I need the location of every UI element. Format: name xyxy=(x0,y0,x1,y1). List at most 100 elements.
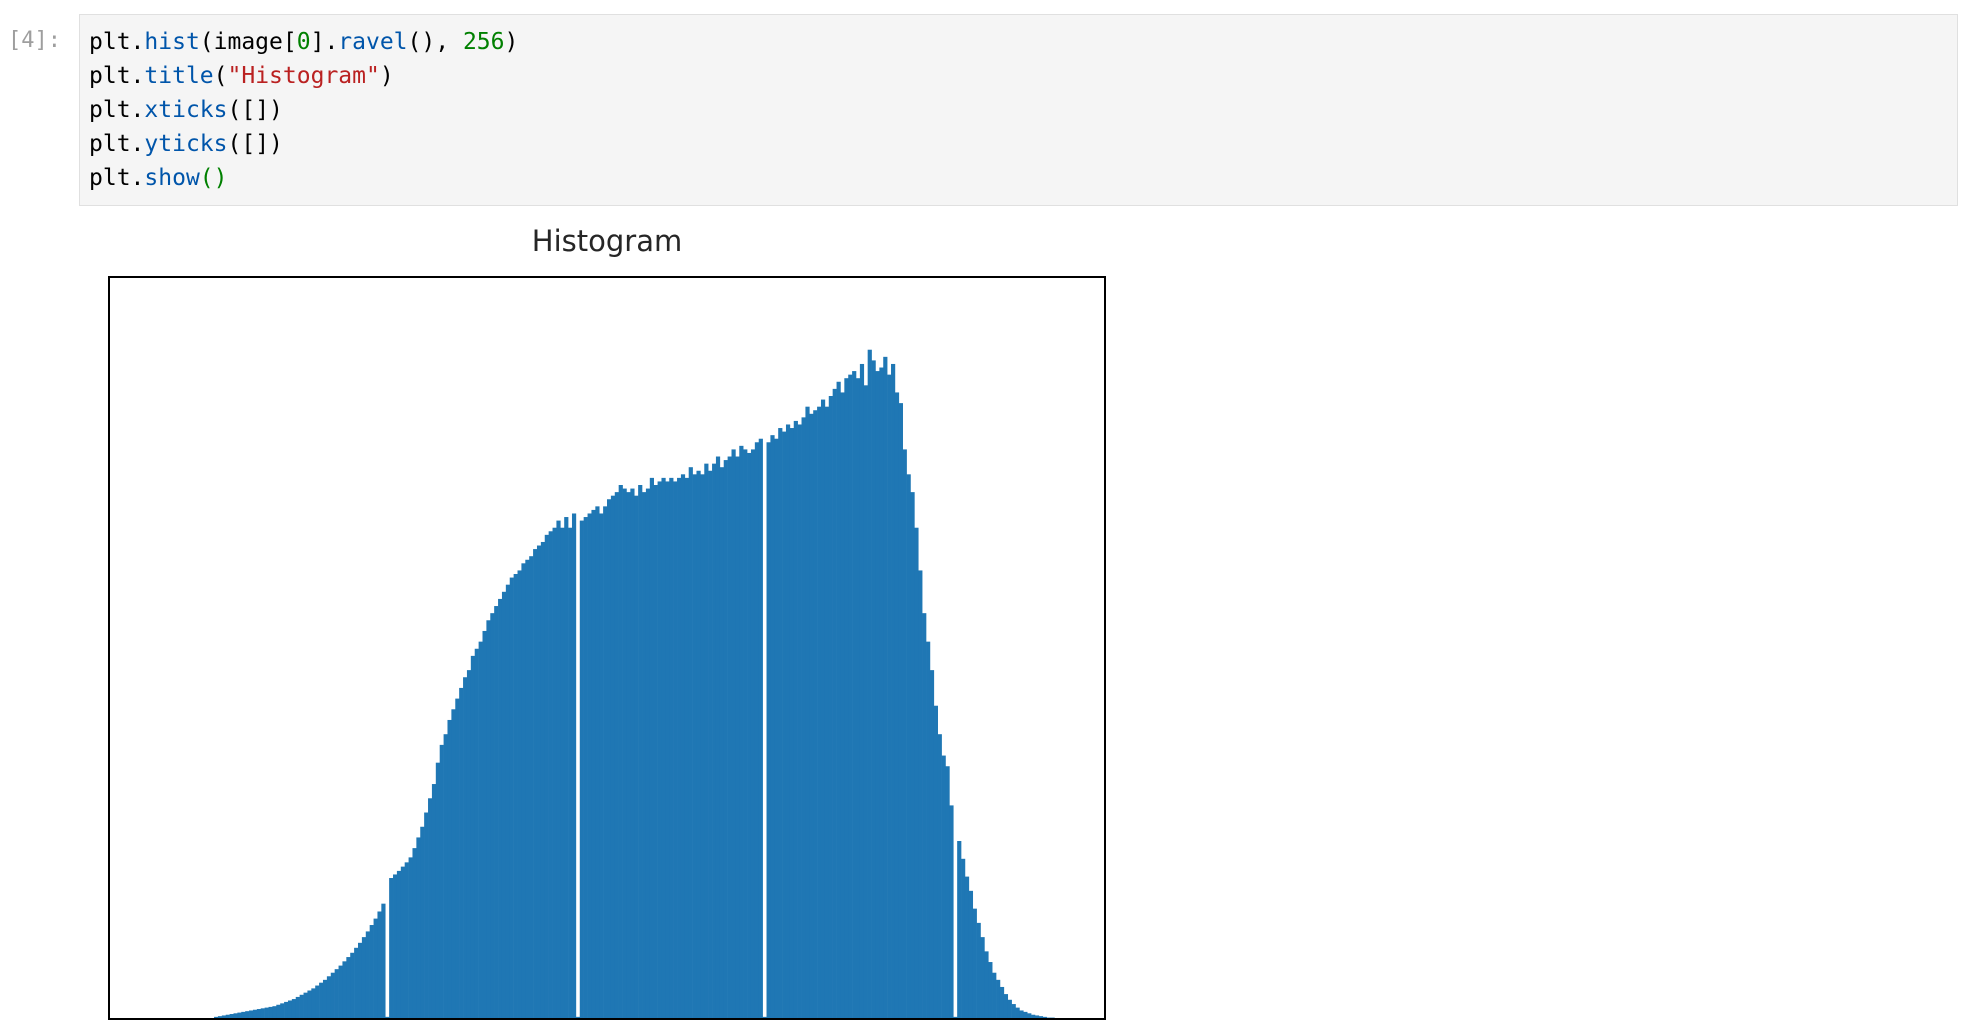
histogram-bar xyxy=(272,1006,277,1019)
histogram-bar xyxy=(1011,1004,1016,1019)
histogram-bar xyxy=(968,890,974,1019)
code-editor[interactable]: plt.hist(image[0].ravel(), 256) plt.title… xyxy=(89,25,1948,195)
code-line: plt.show() xyxy=(89,161,1948,195)
histogram-bar xyxy=(883,356,888,1020)
histogram-bar xyxy=(785,424,791,1019)
histogram-bar xyxy=(669,477,674,1019)
histogram-bar xyxy=(972,908,977,1019)
histogram-bar xyxy=(747,452,752,1019)
code-token: ) xyxy=(379,63,394,89)
code-token: (), xyxy=(407,29,463,55)
histogram-bar xyxy=(879,367,884,1019)
histogram-bar xyxy=(225,1014,230,1019)
histogram-bar xyxy=(642,492,647,1019)
histogram-bar xyxy=(560,527,565,1019)
histogram-bar xyxy=(529,556,534,1019)
histogram-bar xyxy=(280,1003,285,1019)
histogram-bar xyxy=(603,506,608,1019)
code-token: plt xyxy=(89,29,131,55)
histogram-bar xyxy=(918,570,923,1019)
histogram-bar xyxy=(910,492,915,1019)
histogram-bar xyxy=(311,988,316,1019)
histogram-bar xyxy=(758,438,763,1020)
histogram-bar xyxy=(295,996,300,1019)
chart-title: Histogram xyxy=(532,224,682,258)
histogram-bar xyxy=(696,470,701,1019)
histogram-bar xyxy=(844,378,849,1019)
histogram-bar xyxy=(322,979,328,1019)
histogram-bar xyxy=(824,406,830,1019)
histogram-bar xyxy=(342,961,347,1019)
histogram-bar xyxy=(536,545,542,1019)
histogram-bar xyxy=(451,709,456,1019)
code-token: 0 xyxy=(296,29,311,55)
histogram-bar xyxy=(898,403,903,1019)
histogram-bar xyxy=(377,911,382,1019)
histogram-bar xyxy=(307,990,312,1019)
histogram-bar xyxy=(431,784,437,1019)
histogram-bar xyxy=(412,848,417,1019)
code-token: . xyxy=(130,97,145,123)
histogram-bar xyxy=(813,410,818,1019)
histogram-bar xyxy=(501,591,507,1019)
histogram-bar xyxy=(840,392,845,1019)
histogram-bar xyxy=(634,495,639,1019)
histogram-bar xyxy=(237,1012,242,1019)
histogram-bar xyxy=(268,1006,273,1019)
histogram-bar xyxy=(245,1011,250,1019)
histogram-bar xyxy=(891,363,896,1019)
histogram-bar xyxy=(587,513,592,1019)
histogram-bar xyxy=(902,449,907,1019)
histogram-bar xyxy=(754,442,760,1019)
histogram-bar xyxy=(315,985,320,1019)
histogram-bar xyxy=(544,534,549,1019)
histogram-bar xyxy=(926,641,931,1019)
code-token: hist xyxy=(144,29,200,55)
histogram-bar xyxy=(750,449,756,1019)
histogram-bar xyxy=(521,563,526,1019)
histogram-bar xyxy=(809,413,814,1019)
code-cell-input[interactable]: plt.hist(image[0].ravel(), 256) plt.title… xyxy=(79,14,1958,206)
code-token: ([]) xyxy=(227,131,283,157)
histogram-bar xyxy=(241,1011,246,1019)
histogram-bar xyxy=(665,481,670,1019)
histogram-bar xyxy=(836,381,841,1019)
histogram-bar xyxy=(548,531,553,1019)
histogram-bar xyxy=(443,734,448,1019)
histogram-bar xyxy=(801,417,806,1019)
histogram-bar xyxy=(610,495,616,1019)
histogram-bar xyxy=(217,1016,223,1019)
histogram-bar xyxy=(1027,1013,1032,1019)
histogram-bar xyxy=(723,460,728,1019)
histogram-bar xyxy=(988,962,993,1019)
histogram-bar xyxy=(941,755,946,1019)
histogram-bar xyxy=(715,456,721,1019)
histogram-bar xyxy=(229,1014,234,1019)
histogram-bar xyxy=(525,559,530,1019)
code-token: . xyxy=(130,63,145,89)
histogram-bar xyxy=(871,360,876,1019)
histogram-bar xyxy=(291,999,297,1019)
histogram-bar xyxy=(393,874,398,1019)
axes-frame xyxy=(108,276,1106,1020)
histogram-bar xyxy=(996,979,1001,1019)
code-token: ([]) xyxy=(227,97,283,123)
histogram-bar xyxy=(571,513,577,1019)
histogram-bar xyxy=(1007,999,1012,1019)
code-token: plt xyxy=(89,63,131,89)
histogram-bar xyxy=(591,509,596,1019)
histogram-bar xyxy=(466,670,472,1019)
histogram-bar xyxy=(887,374,892,1019)
histogram-bar xyxy=(354,947,359,1019)
code-token: plt xyxy=(89,165,131,191)
histogram-bar xyxy=(1015,1007,1020,1019)
code-token: . xyxy=(130,165,145,191)
code-token: show xyxy=(144,165,200,191)
histogram-bar xyxy=(680,474,686,1019)
histogram-bar xyxy=(365,931,370,1019)
histogram-bar xyxy=(346,957,351,1019)
histogram-bar xyxy=(789,428,795,1019)
histogram-bar xyxy=(964,876,970,1019)
histogram-bar xyxy=(945,766,950,1019)
histogram-bar xyxy=(459,687,464,1019)
